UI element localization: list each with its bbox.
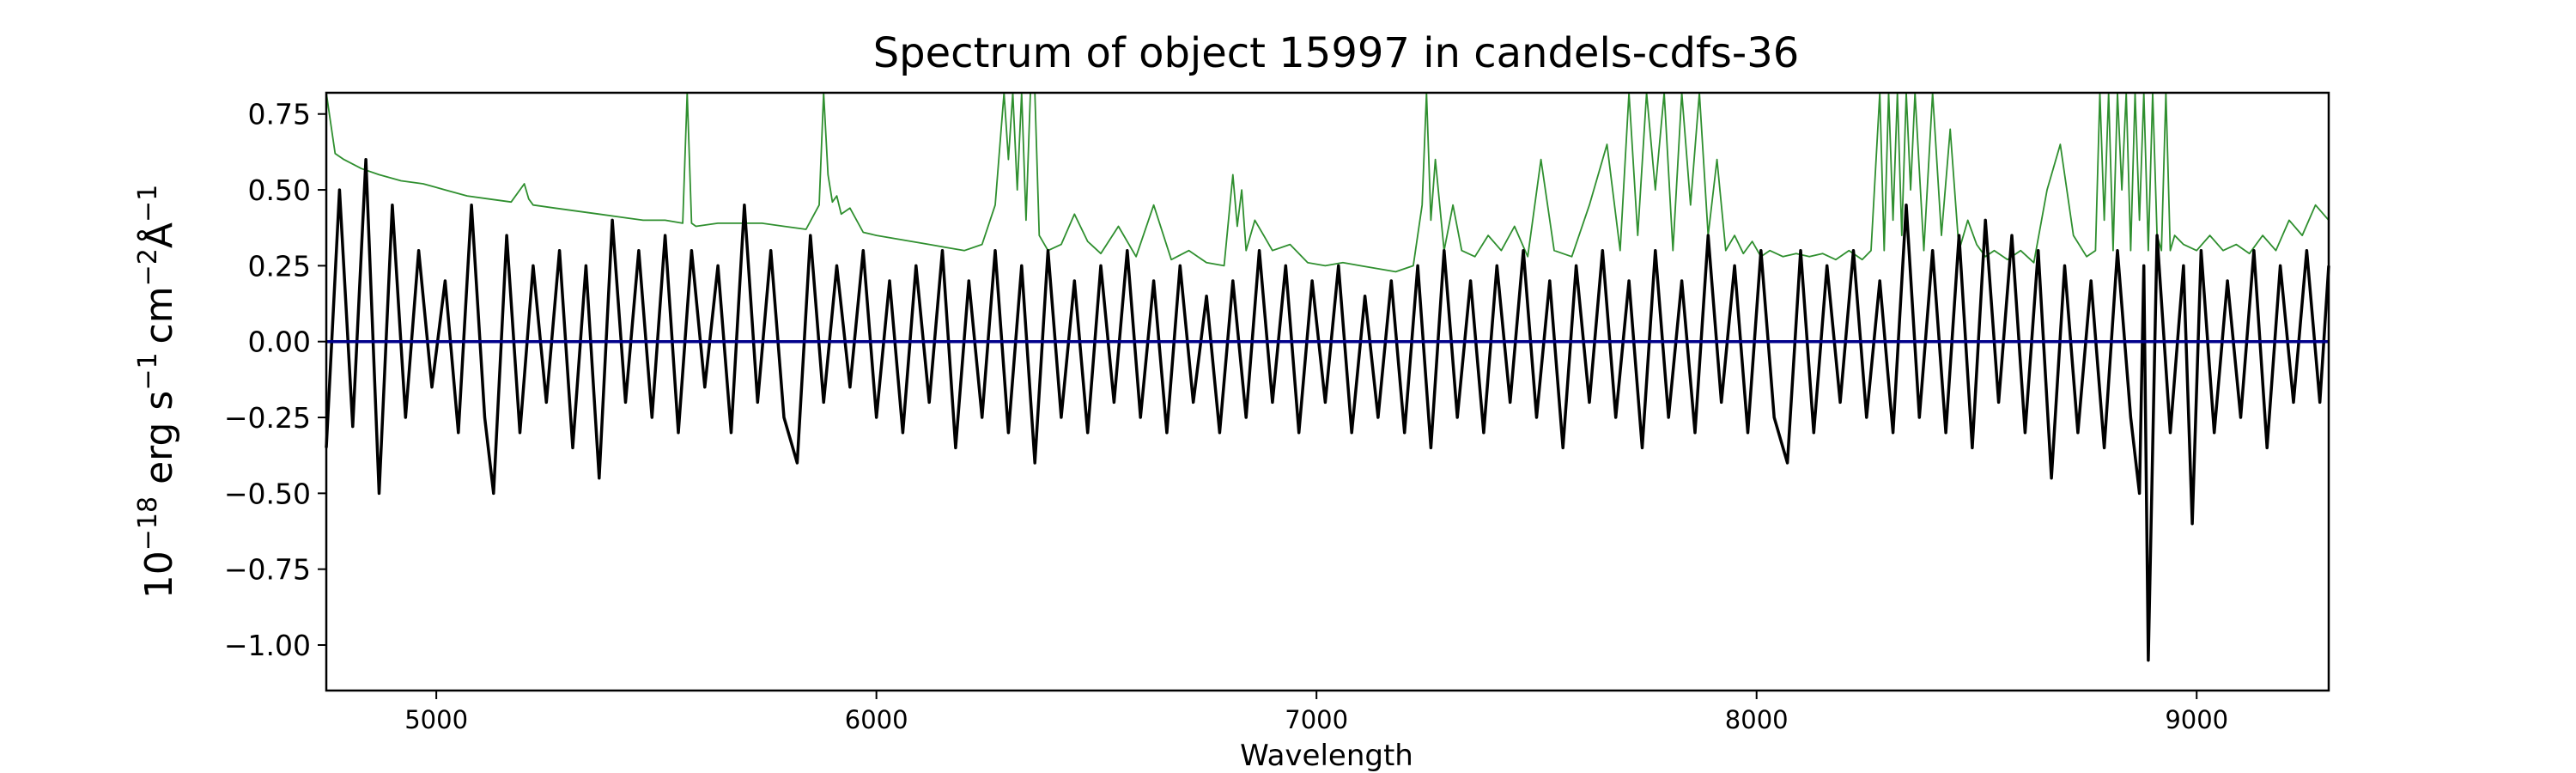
y-tick-label: 0.75: [248, 98, 311, 131]
y-label-ang: Å: [136, 222, 181, 248]
y-label-base: 10: [137, 551, 181, 599]
error-series-line: [325, 92, 2330, 273]
x-tick-label: 9000: [2165, 705, 2228, 734]
y-tick-label: 0.25: [248, 249, 311, 283]
plot-area: [325, 92, 2330, 662]
chart-title: Spectrum of object 15997 in candels-cdfs…: [873, 29, 1800, 77]
y-tick-label: −1.00: [224, 629, 311, 662]
y-tick-label: −0.50: [224, 477, 311, 510]
flux-series-line: [325, 157, 2330, 662]
x-axis-label: Wavelength: [1240, 739, 1413, 773]
x-tick-label: 5000: [404, 705, 468, 734]
x-axis: 5000 6000 7000 8000 9000: [404, 691, 2228, 734]
y-label-s-exp: −1: [133, 352, 163, 390]
x-tick-label: 6000: [845, 705, 908, 734]
y-label-cm-exp: −2: [133, 248, 163, 286]
y-tick-label: −0.25: [224, 401, 311, 435]
y-tick-label: −0.75: [224, 553, 311, 587]
y-label-erg: erg s: [137, 391, 181, 496]
y-axis-label: 10−18 erg s−1cm−2Å−1: [133, 185, 181, 599]
x-tick-label: 7000: [1285, 705, 1348, 734]
y-tick-label: 0.00: [248, 326, 311, 359]
y-label-ang-exp: −1: [133, 185, 163, 222]
x-tick-label: 8000: [1725, 705, 1789, 734]
y-label-cm: cm: [137, 286, 181, 344]
y-tick-label: 0.50: [248, 173, 311, 207]
y-label-exp: −18: [133, 496, 163, 551]
plot-frame: [325, 91, 2330, 692]
y-axis: −1.00 −0.75 −0.50 −0.25 0.00 0.25 0.50 0.75: [224, 98, 326, 662]
